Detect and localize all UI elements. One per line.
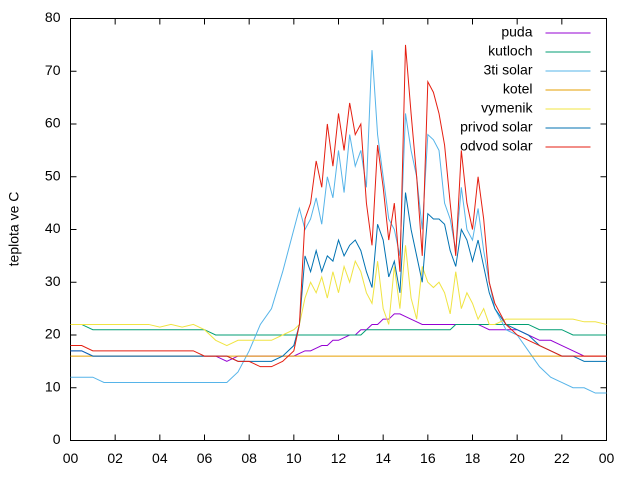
y-tick-label: 70	[45, 62, 61, 78]
legend-label: kutloch	[488, 43, 532, 59]
x-tick-label: 12	[331, 450, 347, 466]
x-tick-label: 10	[286, 450, 302, 466]
x-tick-label: 00	[63, 450, 79, 466]
x-tick-label: 20	[509, 450, 525, 466]
y-tick-label: 10	[45, 378, 61, 394]
x-tick-label: 06	[197, 450, 213, 466]
series-line	[70, 313, 607, 362]
y-tick-label: 30	[45, 273, 61, 289]
x-tick-label: 14	[375, 450, 391, 466]
legend-label: 3ti solar	[483, 62, 532, 78]
x-tick-label: 08	[241, 450, 257, 466]
x-tick-label: 04	[152, 450, 168, 466]
x-tick-label: 00	[599, 450, 615, 466]
legend-label: puda	[501, 24, 532, 40]
x-tick-label: 18	[465, 450, 481, 466]
y-tick-label: 60	[45, 115, 61, 131]
x-tick-label: 02	[107, 450, 123, 466]
y-tick-label: 40	[45, 220, 61, 236]
legend-label: kotel	[503, 81, 533, 97]
legend-label: vymenik	[481, 100, 533, 116]
y-tick-label: 80	[45, 9, 61, 25]
series-line	[70, 192, 607, 362]
legend-label: odvod solar	[460, 138, 533, 154]
x-tick-label: 22	[554, 450, 570, 466]
x-tick-label: 16	[420, 450, 436, 466]
y-tick-label: 0	[53, 431, 61, 447]
y-tick-label: 50	[45, 167, 61, 183]
series-line	[70, 245, 607, 347]
series-line	[70, 44, 607, 368]
y-axis-label: teplota ve C	[6, 192, 22, 267]
legend-label: privod solar	[460, 119, 533, 135]
y-tick-label: 20	[45, 326, 61, 342]
